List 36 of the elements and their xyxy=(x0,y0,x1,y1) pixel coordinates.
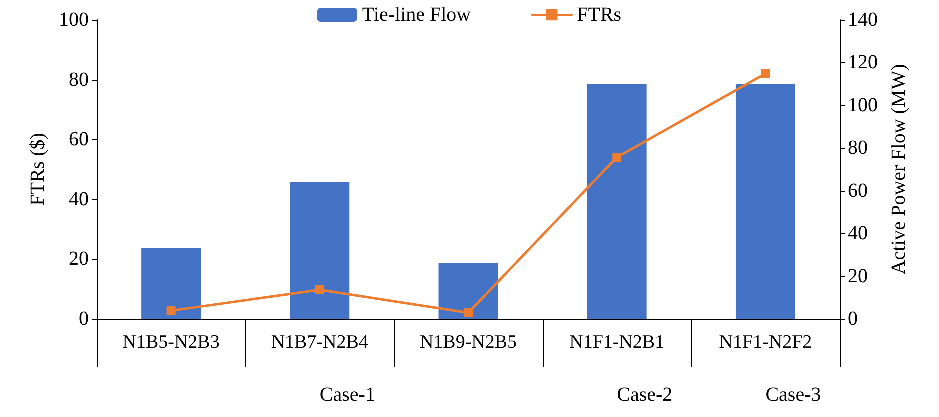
y2-tick-label: 0 xyxy=(848,308,858,330)
y2-axis-title: Active Power Flow (MW) xyxy=(888,64,910,275)
y2-tick-label: 40 xyxy=(848,222,868,245)
y-tick-label: 60 xyxy=(69,128,89,151)
point xyxy=(464,308,473,318)
y-tick-label: 100 xyxy=(59,9,89,31)
point xyxy=(761,69,770,78)
y2-tick-label: 140 xyxy=(848,9,878,31)
y2-tick-label: 20 xyxy=(848,265,868,288)
text: Case-3 xyxy=(766,384,822,406)
bar xyxy=(438,263,498,319)
y-tick-label: 20 xyxy=(69,248,89,270)
legend-label: FTRs xyxy=(577,4,622,26)
y2-tick-label: 120 xyxy=(848,52,878,74)
x-tick-label: N1F1-N2B1 xyxy=(570,332,665,353)
y-tick-label: 40 xyxy=(69,188,89,210)
text: Case-1 xyxy=(320,384,376,406)
point xyxy=(166,306,176,316)
bar xyxy=(142,248,202,319)
bar xyxy=(736,84,796,319)
y-tick-label: 0 xyxy=(79,308,89,330)
point xyxy=(612,153,622,162)
x-tick-label: N1B5-N2B3 xyxy=(122,332,220,353)
bar xyxy=(587,84,647,319)
x-tick-label: N1F1-N2F2 xyxy=(719,332,812,353)
y2-tick-label: 80 xyxy=(848,137,868,160)
y2-tick-label: 100 xyxy=(848,94,878,116)
y2-tick-label: 60 xyxy=(848,180,868,202)
x-tick-label: N1B7-N2B4 xyxy=(271,332,369,353)
y-tick-label: 80 xyxy=(69,68,89,91)
legend-label: Tie-line Flow xyxy=(362,4,472,26)
text: Case-2 xyxy=(617,384,673,406)
y-axis-title: FTRs ($) xyxy=(27,133,50,206)
point xyxy=(315,285,324,294)
x-tick-label: N1B9-N2B5 xyxy=(420,332,518,353)
bar xyxy=(290,182,350,319)
